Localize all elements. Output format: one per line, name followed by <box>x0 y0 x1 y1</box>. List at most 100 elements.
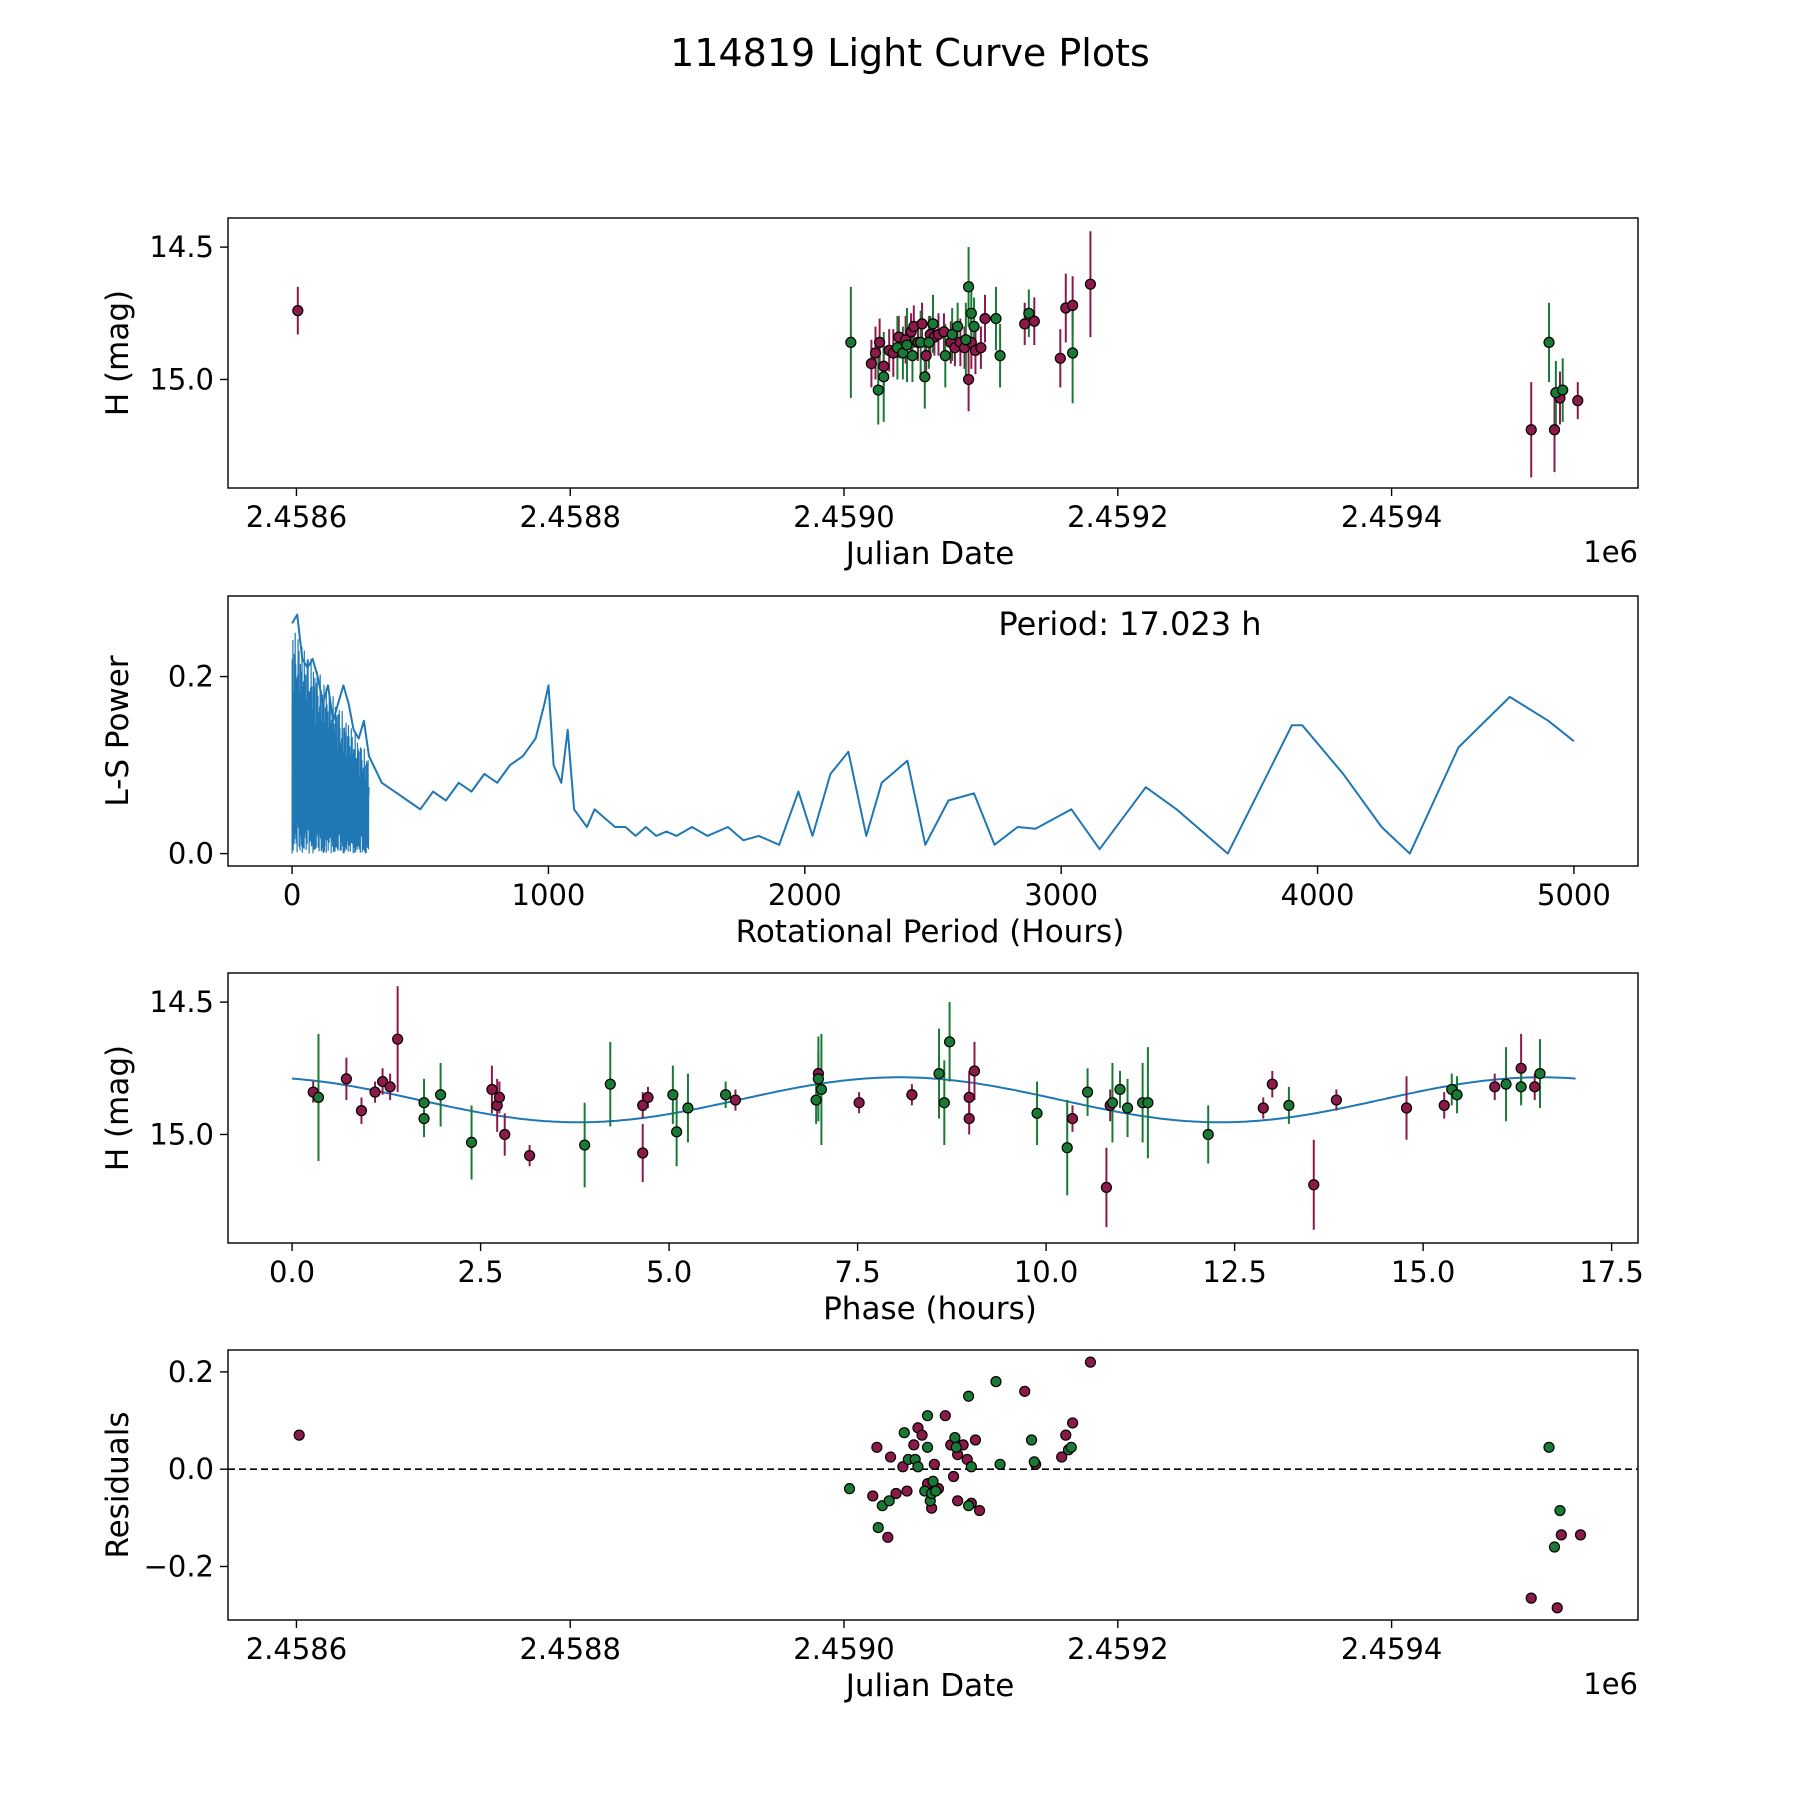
phased-data-point-maroon <box>392 1033 404 1045</box>
phased-panel: 0.0 2.5 5.0 7.5 10.0 12.5 15.0 17.5 15.0 14.5 Pha… <box>100 972 1644 1327</box>
lightcurve-data-point-maroon <box>878 360 890 372</box>
lightcurve-data-point-maroon <box>920 350 932 362</box>
residuals-x-tick-label: 2.4592 <box>1067 1632 1168 1666</box>
lightcurve-x-tick-label: 2.4594 <box>1341 500 1442 534</box>
phased-data-point-green <box>1121 1102 1134 1114</box>
residuals-panel: 2.4586 2.4588 2.4590 2.4592 2.4594 0.2 0.0 −0.2… <box>100 1349 1639 1704</box>
periodogram-x-tick-label: 1000 <box>512 878 586 912</box>
lightcurve-data-point-maroon <box>869 347 882 359</box>
periodogram-x-tick-label: 3000 <box>1024 878 1098 912</box>
phased-data-point-green <box>1081 1086 1094 1098</box>
lightcurve-data-point-green <box>927 318 939 330</box>
lightcurve-data-point-maroon <box>1028 315 1040 327</box>
residuals-data-point-maroon <box>928 1458 940 1470</box>
phased-data-point-green <box>579 1139 591 1151</box>
residuals-y-tick-label: 0.2 <box>168 1355 214 1389</box>
residuals-data-point-green <box>962 1390 975 1402</box>
phased-data-point-green <box>418 1112 430 1125</box>
lightcurve-data-point-maroon <box>1548 424 1561 436</box>
residuals-data-point-maroon <box>901 1485 913 1497</box>
residuals-data-point-green <box>994 1458 1006 1470</box>
phased-data-point-green <box>720 1089 732 1101</box>
residuals-data-point-green <box>927 1475 939 1487</box>
lightcurve-data-point-maroon <box>1525 424 1537 436</box>
phased-data-point-maroon <box>853 1097 865 1109</box>
phased-data-point-maroon <box>1489 1081 1501 1093</box>
phased-x-tick-label: 17.5 <box>1579 1255 1644 1289</box>
periodogram-x-tick-label: 5000 <box>1537 878 1611 912</box>
lightcurve-x-tick-label: 2.4588 <box>519 500 620 534</box>
residuals-data-point-green <box>1025 1434 1038 1446</box>
residuals-data-point-green <box>843 1483 856 1495</box>
residuals-data-point-green <box>883 1495 895 1507</box>
lightcurve-data-point-maroon <box>916 318 928 330</box>
residuals-y-tick-label: 0.0 <box>168 1452 214 1486</box>
phased-data-point-green <box>943 1036 956 1048</box>
phased-data-point-green <box>667 1089 679 1101</box>
phased-data-point-green <box>933 1067 945 1080</box>
periodogram-x-label: Rotational Period (Hours) <box>736 914 1125 950</box>
lightcurve-data-point-green <box>845 336 857 349</box>
phased-data-point-green <box>671 1126 683 1138</box>
lightcurve-y-tick-label: 14.5 <box>149 230 214 264</box>
residuals-x-offset-label: 1e6 <box>1583 1667 1638 1701</box>
residuals-y-label: Residuals <box>100 1411 136 1558</box>
phased-data-point-green <box>1283 1099 1295 1111</box>
periodogram-panel: 0 1000 2000 3000 4000 5000 0.0 0.2 Rotational P… <box>100 595 1639 950</box>
residuals-data-point-green <box>1543 1441 1555 1453</box>
phased-model-curve <box>292 1076 1576 1124</box>
residuals-y-tick-label: −0.2 <box>144 1549 214 1583</box>
phased-data-point-green <box>435 1089 447 1101</box>
phased-x-tick-label: 0.0 <box>269 1255 315 1289</box>
residuals-data-point-green <box>990 1376 1002 1388</box>
residuals-data-point-green <box>1065 1441 1077 1453</box>
lightcurve-data-point-maroon <box>1572 395 1584 407</box>
residuals-data-point-maroon <box>916 1429 928 1441</box>
lightcurve-data-point-green <box>901 339 913 351</box>
residuals-data-point-maroon <box>1555 1529 1567 1541</box>
lightcurve-x-tick-label: 2.4592 <box>1067 500 1168 534</box>
periodogram-x-tick-label: 4000 <box>1281 878 1355 912</box>
residuals-data-point-maroon <box>952 1495 964 1507</box>
phased-data-point-green <box>815 1083 828 1096</box>
residuals-data-point-maroon <box>871 1441 883 1453</box>
lightcurve-x-label: Julian Date <box>844 536 1015 572</box>
phased-data-point-green <box>1114 1083 1126 1096</box>
lightcurve-data-point-maroon <box>1054 352 1066 364</box>
lightcurve-axes-frame <box>227 217 1639 489</box>
periodogram-axes-frame <box>227 595 1639 867</box>
phased-data-point-maroon <box>963 1091 975 1104</box>
phased-data-point-maroon <box>729 1094 742 1106</box>
phased-data-point-maroon <box>637 1099 649 1111</box>
periodogram-y-tick-label: 0.0 <box>168 837 214 871</box>
residuals-data-point-maroon <box>1056 1451 1068 1463</box>
phased-data-point-maroon <box>355 1105 368 1117</box>
lightcurve-x-tick-label: 2.4590 <box>793 500 894 534</box>
phased-data-point-maroon <box>1529 1081 1541 1093</box>
figure-title: 114819 Light Curve Plots <box>670 31 1150 75</box>
residuals-x-label: Julian Date <box>844 1668 1015 1704</box>
lightcurve-y-tick-label: 15.0 <box>149 362 214 396</box>
periodogram-y-tick-label: 0.2 <box>168 660 214 694</box>
phased-data-point-green <box>1031 1107 1043 1119</box>
lightcurve-data-point-green <box>906 350 919 362</box>
phased-x-tick-label: 15.0 <box>1391 1255 1456 1289</box>
phased-y-tick-label: 14.5 <box>149 985 214 1019</box>
residuals-data-point-maroon <box>1019 1385 1031 1397</box>
lightcurve-data-point-maroon <box>865 357 877 370</box>
residuals-data-point-maroon <box>884 1451 897 1463</box>
residuals-data-point-green <box>1554 1504 1566 1517</box>
lightcurve-data-point-maroon <box>292 305 304 317</box>
phased-data-point-maroon <box>340 1073 352 1085</box>
residuals-data-point-maroon <box>1084 1356 1097 1368</box>
phased-data-point-maroon <box>1257 1102 1269 1114</box>
phased-x-tick-label: 5.0 <box>646 1255 692 1289</box>
residuals-x-tick-label: 2.4586 <box>246 1632 347 1666</box>
phased-data-point-green <box>418 1097 430 1109</box>
phased-data-point-green <box>682 1102 694 1114</box>
residuals-data-point-green <box>1548 1541 1561 1553</box>
phased-y-label: H (mag) <box>100 1045 136 1171</box>
phased-data-point-green <box>1106 1097 1119 1109</box>
phased-data-point-maroon <box>968 1065 981 1077</box>
residuals-data-point-green <box>962 1500 975 1512</box>
